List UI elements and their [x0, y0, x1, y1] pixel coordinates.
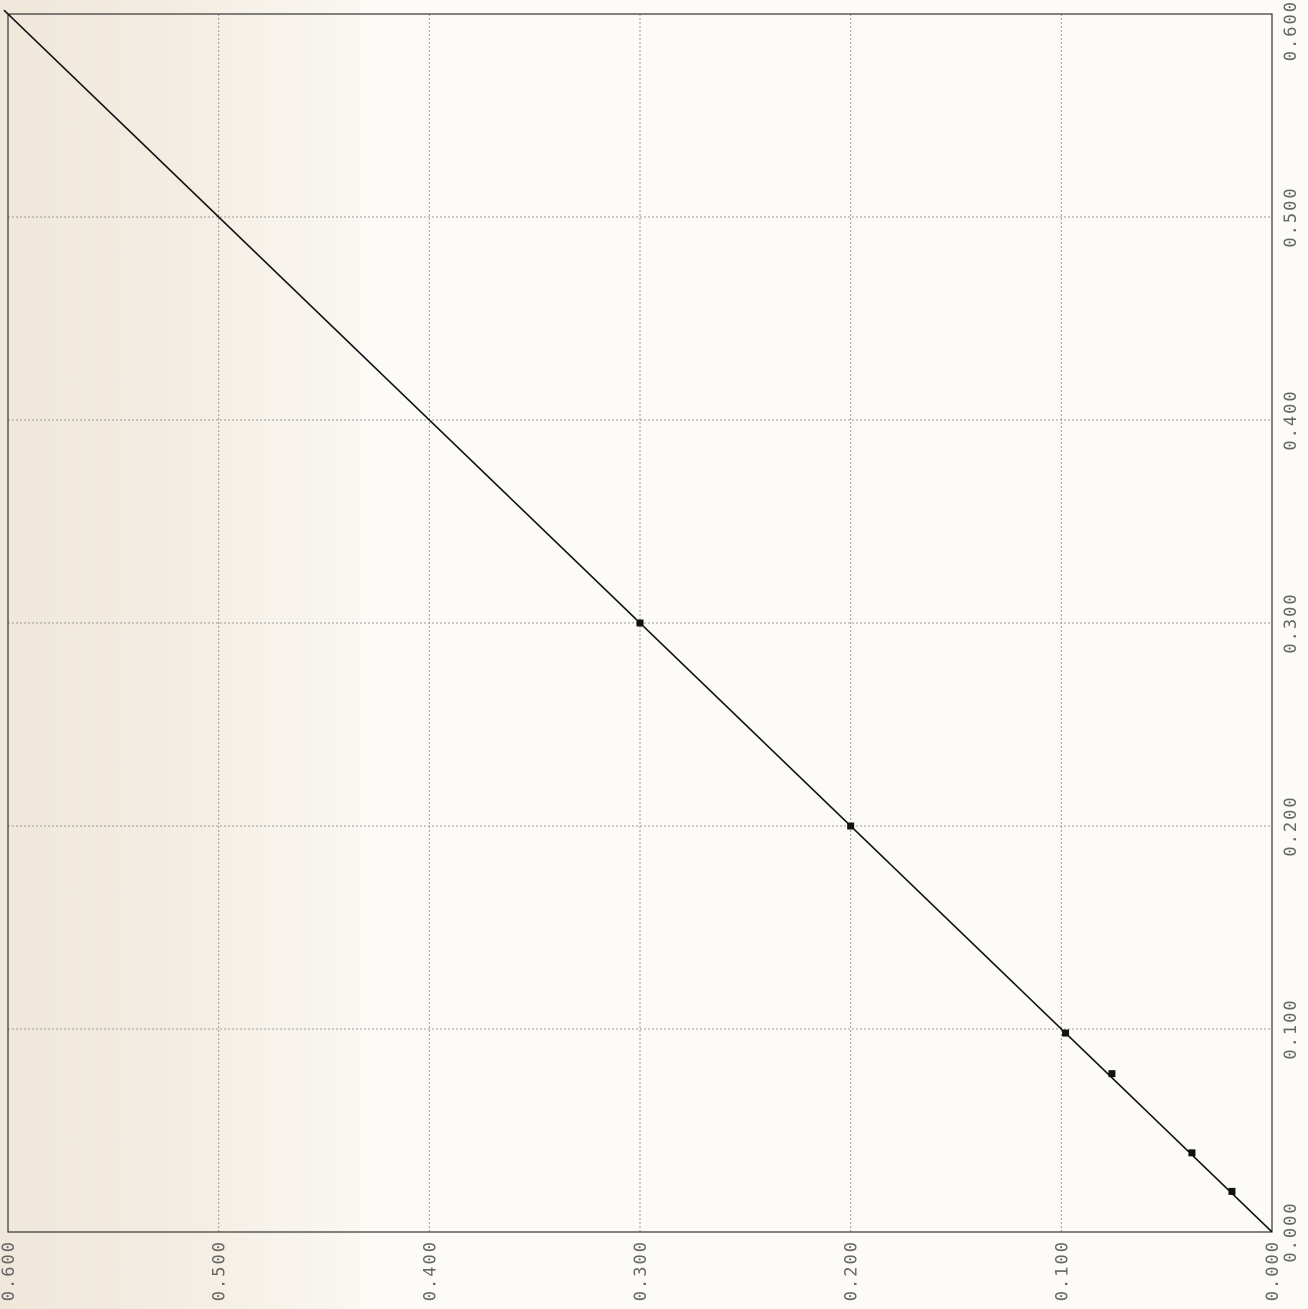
- x-tick-label: 0.100: [1052, 1240, 1072, 1301]
- data-point: [1228, 1187, 1236, 1195]
- plot-frame: [7, 13, 1273, 1233]
- y-tick-label: 0.000: [1281, 1201, 1301, 1262]
- data-points: [636, 619, 1236, 1195]
- y-tick-label: 0.300: [1281, 592, 1301, 653]
- x-tick-label: 0.500: [210, 1240, 230, 1301]
- y-tick-label: 0.100: [1281, 998, 1301, 1059]
- x-axis-tick-labels: 0.600 0.500 0.400 0.300 0.200 0.100 0.000: [0, 1240, 1283, 1301]
- x-tick-label: 0.200: [842, 1240, 862, 1301]
- y-tick-label: 0.200: [1281, 795, 1301, 856]
- y-axis-tick-labels: 0.600 0.500 0.400 0.300 0.200 0.100 0.000: [1281, 0, 1301, 1263]
- x-tick-label: 0.300: [631, 1240, 651, 1301]
- data-point: [1062, 1029, 1070, 1037]
- data-point: [847, 822, 855, 830]
- data-point: [1188, 1149, 1196, 1157]
- scan-background-tint: [0, 0, 360, 1309]
- data-point: [1108, 1070, 1116, 1078]
- x-tick-label: 0.400: [420, 1240, 440, 1301]
- x-tick-label: 0.600: [0, 1240, 19, 1301]
- y-tick-label: 0.400: [1281, 389, 1301, 450]
- y-tick-label: 0.500: [1281, 186, 1301, 247]
- x-tick-label: 0.000: [1263, 1240, 1283, 1301]
- data-point: [636, 619, 644, 627]
- y-tick-label: 0.600: [1281, 0, 1301, 61]
